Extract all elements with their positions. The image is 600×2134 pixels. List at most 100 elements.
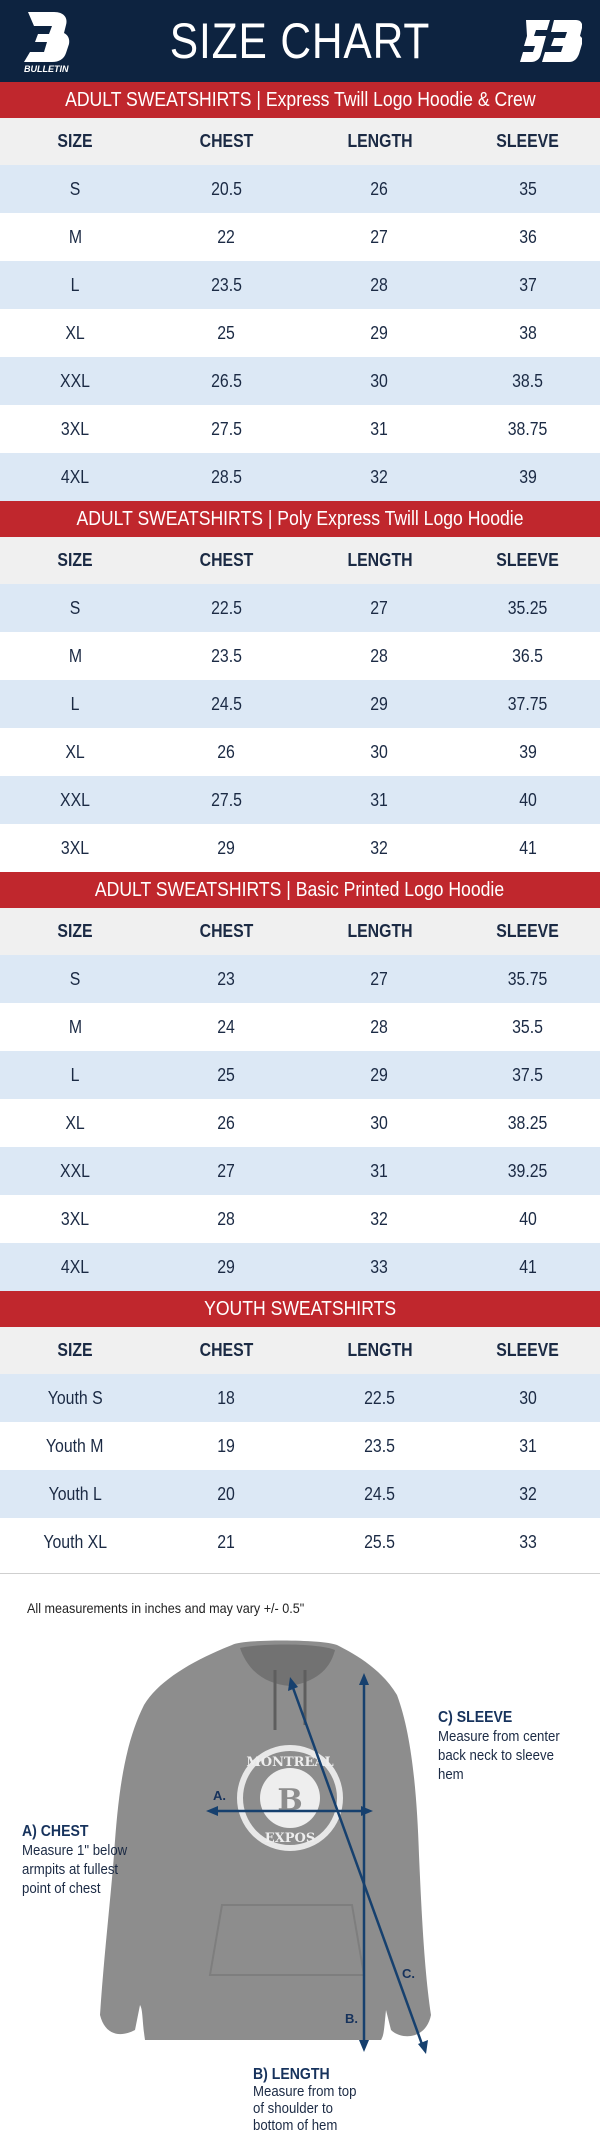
header: BULLETIN SIZE CHART [0, 0, 600, 82]
svg-text:B: B [277, 1783, 302, 1818]
table-cell: 23 [217, 968, 236, 989]
table-row: Youth M 19 23.5 31 [0, 1422, 600, 1470]
table-cell: 30 [519, 1387, 537, 1408]
svg-text:MONTREAL: MONTREAL [246, 1755, 333, 1770]
section-title: ADULT SWEATSHIRTS | Poly Express Twill L… [0, 501, 600, 537]
table-row: M 24 28 35.5 [0, 1003, 600, 1051]
table-cell: 39 [519, 741, 537, 762]
table-cell: 20 [217, 1483, 236, 1504]
table-cell: 22.5 [364, 1387, 395, 1408]
column-header: SIZE [57, 131, 93, 151]
table-cell: 33 [370, 1256, 389, 1277]
table-cell: 36 [519, 226, 537, 247]
chest-label: A) CHEST Measure 1" below armpits at full… [22, 1823, 128, 1897]
table-cell: 38.5 [512, 370, 544, 391]
table-cell: M [68, 226, 82, 247]
table-row: L 24.5 29 37.75 [0, 680, 600, 728]
table-cell: 30 [370, 1112, 389, 1133]
table-cell: 36.5 [512, 645, 544, 666]
table-cell: 40 [519, 789, 537, 810]
table-cell: 27 [370, 226, 389, 247]
table-cell: 22 [217, 226, 236, 247]
table-cell: 30 [370, 370, 389, 391]
page-title: SIZE CHART [169, 13, 431, 69]
table-cell: 3XL [60, 1208, 90, 1229]
table-cell: 32 [370, 1208, 389, 1229]
table-cell: 31 [370, 789, 389, 810]
hood-inner [240, 1644, 335, 1686]
table-cell: S [69, 968, 81, 989]
svg-text:B.: B. [345, 2011, 358, 2026]
table-row: S 20.5 26 35 [0, 165, 600, 213]
table-cell: 3XL [60, 418, 90, 439]
column-header: LENGTH [346, 131, 413, 151]
table-cell: 22.5 [211, 597, 242, 618]
sb-logo [520, 20, 582, 62]
size-tables: ADULT SWEATSHIRTS | Express Twill Logo H… [0, 82, 600, 1566]
table-cell: Youth XL [43, 1531, 107, 1552]
section-title: ADULT SWEATSHIRTS | Express Twill Logo H… [0, 82, 600, 118]
table-cell: 29 [370, 322, 389, 343]
table-cell: 3XL [60, 837, 90, 858]
table-cell: 25.5 [364, 1531, 395, 1552]
table-cell: 38.75 [508, 418, 548, 439]
table-cell: 31 [519, 1435, 537, 1456]
table-cell: XXL [60, 370, 90, 391]
table-cell: 28.5 [211, 466, 242, 487]
table-cell: 32 [519, 1483, 537, 1504]
section-title: ADULT SWEATSHIRTS | Basic Printed Logo H… [0, 872, 600, 908]
table-cell: S [69, 178, 81, 199]
table-cell: 29 [370, 1064, 389, 1085]
table-cell: L [70, 693, 80, 714]
table-cell: 38.25 [508, 1112, 548, 1133]
table-cell: L [70, 274, 80, 295]
table-row: Youth S 18 22.5 30 [0, 1374, 600, 1422]
table-cell: Youth M [46, 1435, 104, 1456]
svg-text:A.: A. [213, 1788, 226, 1803]
table-cell: 27.5 [211, 789, 242, 810]
table-row: XXL 27 31 39.25 [0, 1147, 600, 1195]
table-cell: 38 [519, 322, 537, 343]
table-cell: 27 [370, 968, 389, 989]
column-header-row: SIZE CHEST LENGTH SLEEVE [0, 118, 600, 165]
column-header: LENGTH [346, 550, 413, 570]
table-cell: 29 [217, 1256, 236, 1277]
sleeve-label: C) SLEEVE Measure from center back neck t… [438, 1709, 560, 1783]
table-cell: 27.5 [211, 418, 242, 439]
table-cell: 32 [370, 466, 389, 487]
svg-text:BULLETIN: BULLETIN [24, 64, 69, 74]
length-label: B) LENGTH Measure from top of shoulder to… [253, 2066, 357, 2134]
column-header: CHEST [199, 550, 254, 570]
column-header: SIZE [57, 921, 93, 941]
table-cell: 41 [519, 1256, 537, 1277]
column-header: CHEST [199, 1340, 254, 1360]
table-cell: 41 [519, 837, 537, 858]
table-cell: 39 [519, 466, 537, 487]
table-cell: 30 [370, 741, 389, 762]
table-cell: 4XL [60, 466, 90, 487]
table-cell: 28 [370, 645, 389, 666]
table-row: M 23.5 28 36.5 [0, 632, 600, 680]
table-cell: 35 [519, 178, 537, 199]
svg-text:C.: C. [402, 1966, 415, 1981]
table-cell: 24.5 [211, 693, 242, 714]
table-cell: 23.5 [211, 274, 242, 295]
table-cell: 18 [217, 1387, 236, 1408]
table-cell: 28 [370, 274, 389, 295]
table-cell: 26.5 [211, 370, 242, 391]
table-cell: 26 [217, 741, 236, 762]
table-cell: 26 [217, 1112, 236, 1133]
table-cell: 37 [519, 274, 537, 295]
table-cell: 39.25 [508, 1160, 548, 1181]
table-row: Youth L 20 24.5 32 [0, 1470, 600, 1518]
table-row: S 22.5 27 35.25 [0, 584, 600, 632]
table-cell: XL [65, 741, 85, 762]
table-row: 3XL 28 32 40 [0, 1195, 600, 1243]
measurement-note: All measurements in inches and may vary … [27, 1600, 305, 1616]
column-header-row: SIZE CHEST LENGTH SLEEVE [0, 908, 600, 955]
table-cell: 23.5 [211, 645, 242, 666]
table-cell: 33 [519, 1531, 537, 1552]
table-cell: 28 [217, 1208, 236, 1229]
table-cell: Youth L [48, 1483, 102, 1504]
table-cell: 35.75 [508, 968, 548, 989]
